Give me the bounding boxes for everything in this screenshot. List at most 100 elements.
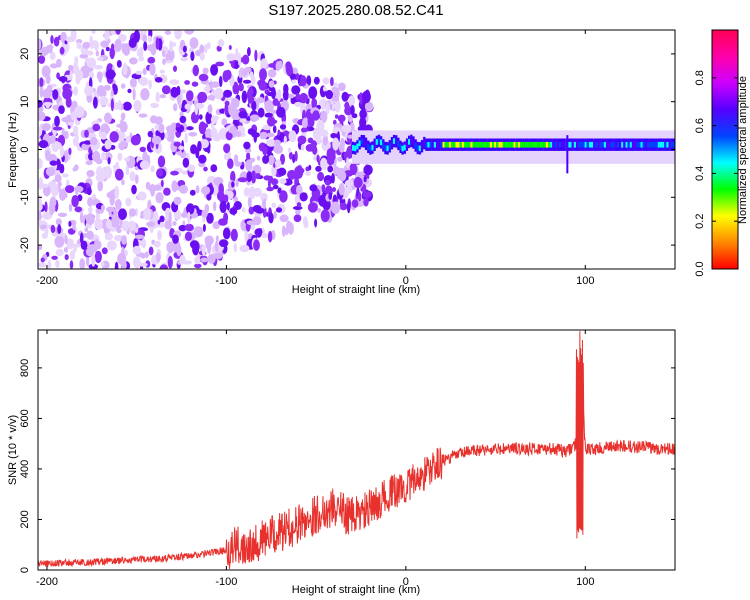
spectrogram-band-core — [425, 141, 428, 148]
spectrogram-blob — [86, 230, 94, 240]
spectrogram-blob — [173, 196, 182, 206]
xtick-label: 0 — [403, 576, 409, 588]
spectrogram-blob — [339, 202, 348, 211]
spectrogram-marks — [38, 30, 675, 269]
spectrogram-band-core — [410, 138, 413, 144]
spectrogram-blob — [332, 82, 339, 88]
spectrogram-band-core — [539, 141, 542, 148]
spectrogram-blob — [146, 221, 156, 227]
spectrogram-blob — [73, 86, 78, 96]
spectrogram-band-core — [668, 141, 671, 148]
spectrogram-blob — [219, 200, 227, 213]
spectrogram-blob — [158, 123, 165, 134]
spectrogram-blob — [127, 88, 132, 94]
spectrogram-blob — [121, 220, 130, 232]
spectrogram-blob — [205, 111, 213, 125]
spectrogram-band-core — [619, 141, 622, 148]
spectrogram-blob — [160, 179, 164, 187]
spectrogram-blob — [337, 114, 346, 123]
spectrogram-band-core — [436, 141, 439, 148]
spectrogram-blob — [221, 118, 228, 126]
ytick-label: -20 — [19, 237, 31, 253]
spectrogram-blob — [334, 99, 341, 113]
spectrogram-blob — [91, 150, 101, 163]
spectrogram-blob — [49, 160, 58, 166]
spectrogram-blob — [111, 43, 115, 50]
xtick-label: -100 — [215, 275, 237, 287]
spectrogram-blob — [206, 42, 211, 50]
spectrogram-band-core — [362, 138, 366, 145]
spectrogram-blob — [122, 62, 128, 76]
spectrogram-band-core — [418, 145, 422, 152]
spectrogram-blob — [328, 192, 333, 200]
spectrogram-blob — [341, 124, 352, 133]
spectrogram-blob — [148, 246, 154, 256]
spectrogram-band-core — [558, 141, 561, 148]
spectrogram-blob — [332, 194, 337, 202]
spectrogram-blob — [257, 81, 265, 86]
spectrogram-blob — [275, 207, 283, 213]
spectrogram-blob — [107, 240, 117, 251]
spectrogram-blob — [114, 185, 120, 199]
spectrogram-blob — [217, 39, 225, 48]
spectrogram-blob — [131, 184, 137, 195]
spectrogram-blob — [75, 131, 79, 144]
spectrogram-band-core — [492, 141, 495, 148]
spectrogram-blob — [165, 30, 172, 35]
spectrogram-blob — [62, 192, 68, 199]
spectrogram-blob — [64, 254, 69, 261]
spectrogram-blob — [256, 155, 261, 161]
spectrogram-blob — [184, 231, 193, 241]
spectrogram-blob — [59, 146, 65, 158]
spectrogram-blob — [338, 183, 345, 196]
spectrogram-blob — [138, 55, 144, 62]
spectrogram-blob — [226, 201, 230, 211]
spectrogram-blob — [347, 134, 354, 139]
spectrogram-blob — [359, 116, 367, 130]
spectrogram-blob — [173, 103, 178, 112]
spectrogram-blob — [255, 172, 261, 180]
spectrogram-blob — [279, 214, 289, 223]
spectrogram-blob — [241, 90, 248, 104]
ytick-label: 0 — [19, 146, 31, 152]
spectrogram-blob — [235, 47, 239, 60]
spectrogram-blob — [199, 52, 205, 61]
spectrogram-blob — [268, 80, 275, 88]
spectrogram-blob — [332, 127, 342, 134]
spectrogram-blob — [85, 255, 90, 267]
spectrogram-blob — [180, 57, 189, 62]
spectrogram-blob — [189, 37, 199, 49]
spectrogram-blob — [159, 215, 165, 223]
spectrogram-band-core — [416, 145, 419, 151]
ytick-label: 10 — [19, 96, 31, 108]
spectrogram-band-core — [397, 141, 400, 147]
spectrogram-blob — [308, 86, 318, 99]
spectrogram-blob — [131, 73, 142, 80]
spectrogram-blob — [223, 194, 229, 202]
spectrogram-blob — [237, 52, 242, 66]
spectrogram-blob — [236, 84, 240, 95]
xtick-label: -200 — [36, 275, 58, 287]
spectrogram-blob — [65, 97, 72, 108]
spectrogram-blob — [105, 69, 116, 80]
spectrogram-band-core — [371, 144, 374, 151]
spectrogram-band-core — [384, 145, 387, 151]
spectrogram-band-core — [591, 141, 594, 148]
spectrogram-band-core — [603, 141, 607, 148]
spectrogram-blob — [147, 35, 153, 43]
spectrogram-blob — [350, 105, 355, 116]
spectrogram-blob — [112, 83, 117, 90]
spectrogram-blob — [100, 40, 109, 48]
spectrogram-band-core — [530, 141, 533, 148]
spectrogram-blob — [314, 218, 318, 228]
spectrogram-blob — [344, 106, 353, 116]
spectrogram-blob — [182, 157, 190, 168]
spectrogram-blob — [200, 257, 209, 263]
spectrogram-blob — [63, 246, 69, 253]
spectrogram-blob — [118, 208, 127, 220]
spectrogram-blob — [113, 234, 124, 242]
spectrogram-blob — [273, 139, 281, 147]
spectrogram-blob — [91, 195, 95, 200]
spectrogram-blob — [282, 89, 289, 101]
spectrogram-blob — [58, 105, 65, 114]
